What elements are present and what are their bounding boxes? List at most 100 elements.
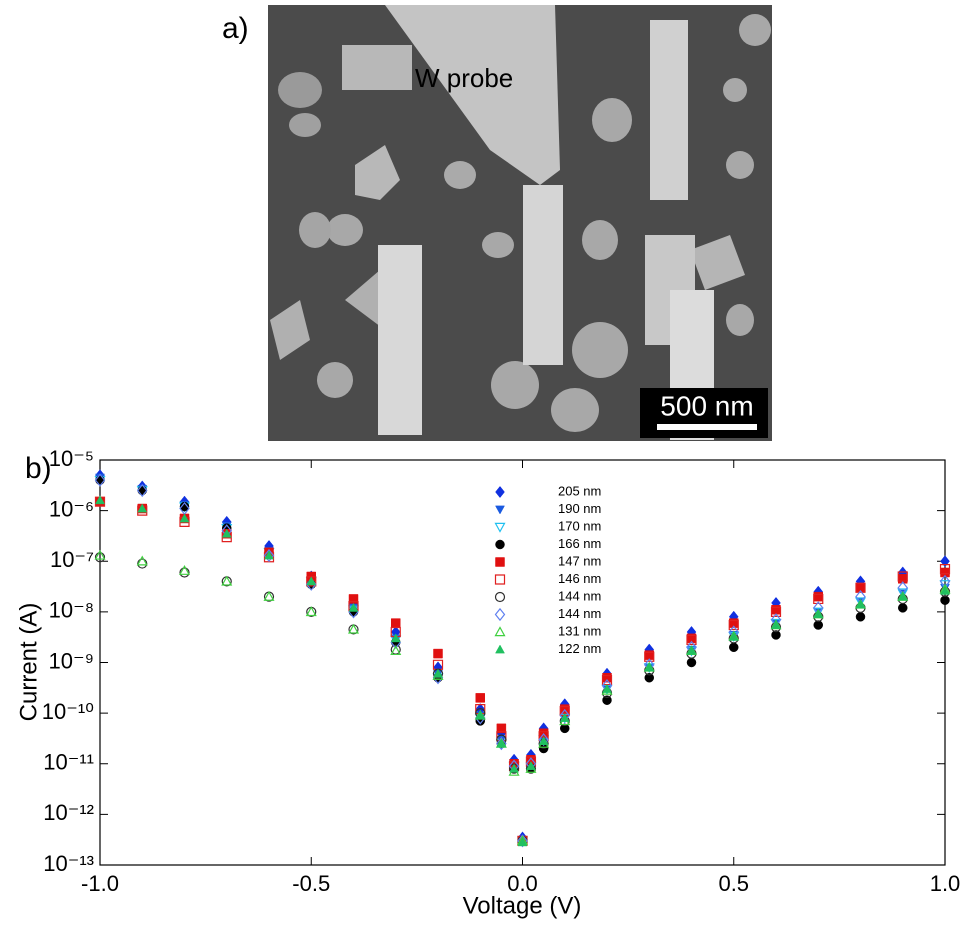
data-point <box>137 503 148 513</box>
data-point <box>517 837 528 847</box>
data-point <box>771 620 781 629</box>
data-point <box>390 645 402 656</box>
y-tick-label: 10⁻⁸ <box>49 598 94 623</box>
data-point <box>770 606 782 617</box>
y-tick-label: 10⁻⁶ <box>49 496 94 521</box>
legend-label: 146 nm <box>558 571 601 586</box>
data-point <box>306 576 317 586</box>
data-point <box>940 595 950 605</box>
data-point <box>940 585 950 595</box>
data-point <box>854 597 867 608</box>
data-point <box>686 645 697 655</box>
data-point <box>686 657 697 668</box>
data-point <box>855 612 866 622</box>
legend-label: 190 nm <box>558 501 601 516</box>
data-point <box>496 737 507 751</box>
data-point <box>348 602 359 612</box>
data-point <box>897 571 908 582</box>
data-point <box>390 633 401 643</box>
legend-label: 166 nm <box>558 536 601 551</box>
data-point <box>94 552 106 563</box>
data-point <box>136 555 148 566</box>
data-point <box>538 736 549 745</box>
y-axis-label: Current (A) <box>15 603 42 722</box>
data-point <box>94 473 106 487</box>
data-point <box>538 731 549 742</box>
data-point <box>475 710 486 720</box>
x-tick-label: 0.5 <box>718 871 749 896</box>
sem-image <box>268 5 772 441</box>
data-point <box>263 548 275 563</box>
y-tick-label: 10⁻¹⁰ <box>42 699 94 724</box>
y-tick-label: 10⁻¹³ <box>43 851 94 876</box>
data-point <box>559 713 570 722</box>
data-point <box>644 651 655 662</box>
x-axis-label: Voltage (V) <box>463 892 582 919</box>
data-point <box>347 623 360 634</box>
data-point <box>475 693 485 703</box>
data-point <box>391 618 401 628</box>
legend-marker <box>494 522 506 533</box>
data-point <box>179 513 190 523</box>
legend-marker <box>494 607 506 622</box>
data-point <box>526 761 536 770</box>
data-point <box>686 634 697 645</box>
data-point <box>390 644 401 655</box>
data-point <box>813 591 823 602</box>
y-tick-label: 10⁻¹² <box>43 800 94 825</box>
legend-label: 131 nm <box>558 623 601 638</box>
legend-label: 122 nm <box>558 641 601 656</box>
data-point <box>221 528 232 538</box>
y-tick-label: 10⁻¹¹ <box>43 750 94 775</box>
data-point <box>770 622 782 633</box>
data-point <box>95 475 105 485</box>
data-point <box>264 550 274 560</box>
data-point <box>496 738 507 748</box>
legend-marker <box>495 557 505 567</box>
legend-marker <box>495 505 505 515</box>
data-point <box>601 674 613 686</box>
data-point <box>95 495 105 505</box>
legend-label: 144 nm <box>558 588 601 603</box>
data-point <box>855 582 866 593</box>
data-point <box>432 659 444 670</box>
legend-marker <box>495 539 505 550</box>
data-point <box>939 563 951 575</box>
data-point <box>728 642 739 653</box>
data-point <box>178 564 191 575</box>
data-point <box>433 648 443 659</box>
data-point <box>897 591 908 601</box>
data-point <box>390 626 401 638</box>
data-point <box>137 558 148 569</box>
data-point <box>348 601 359 612</box>
data-point <box>644 662 655 672</box>
data-point <box>813 593 824 605</box>
y-tick-label: 10⁻⁷ <box>50 547 94 572</box>
data-point <box>538 733 549 747</box>
data-point <box>897 593 908 605</box>
data-point <box>897 603 908 613</box>
legend-marker <box>494 574 506 585</box>
data-point <box>813 609 824 619</box>
data-point <box>771 605 781 615</box>
y-tick-label: 10⁻⁹ <box>48 648 94 673</box>
legend-label: 205 nm <box>558 483 601 498</box>
data-point <box>306 576 317 587</box>
legend-label: 170 nm <box>558 518 601 533</box>
panel-label: b) <box>25 452 52 485</box>
data-point <box>855 599 866 609</box>
data-point <box>602 683 612 693</box>
data-point <box>813 620 824 630</box>
scale-bar-label: 500 nm <box>660 390 753 421</box>
y-tick-label: 10⁻⁵ <box>49 446 94 471</box>
x-tick-label: -0.5 <box>292 871 330 896</box>
legend-marker <box>495 644 505 654</box>
legend-label: 144 nm <box>558 606 601 621</box>
data-point <box>94 549 106 560</box>
legend-label: 147 nm <box>558 553 601 568</box>
x-tick-label: 1.0 <box>930 871 961 896</box>
data-point <box>94 496 106 507</box>
data-point <box>179 567 190 578</box>
data-point <box>305 606 317 617</box>
